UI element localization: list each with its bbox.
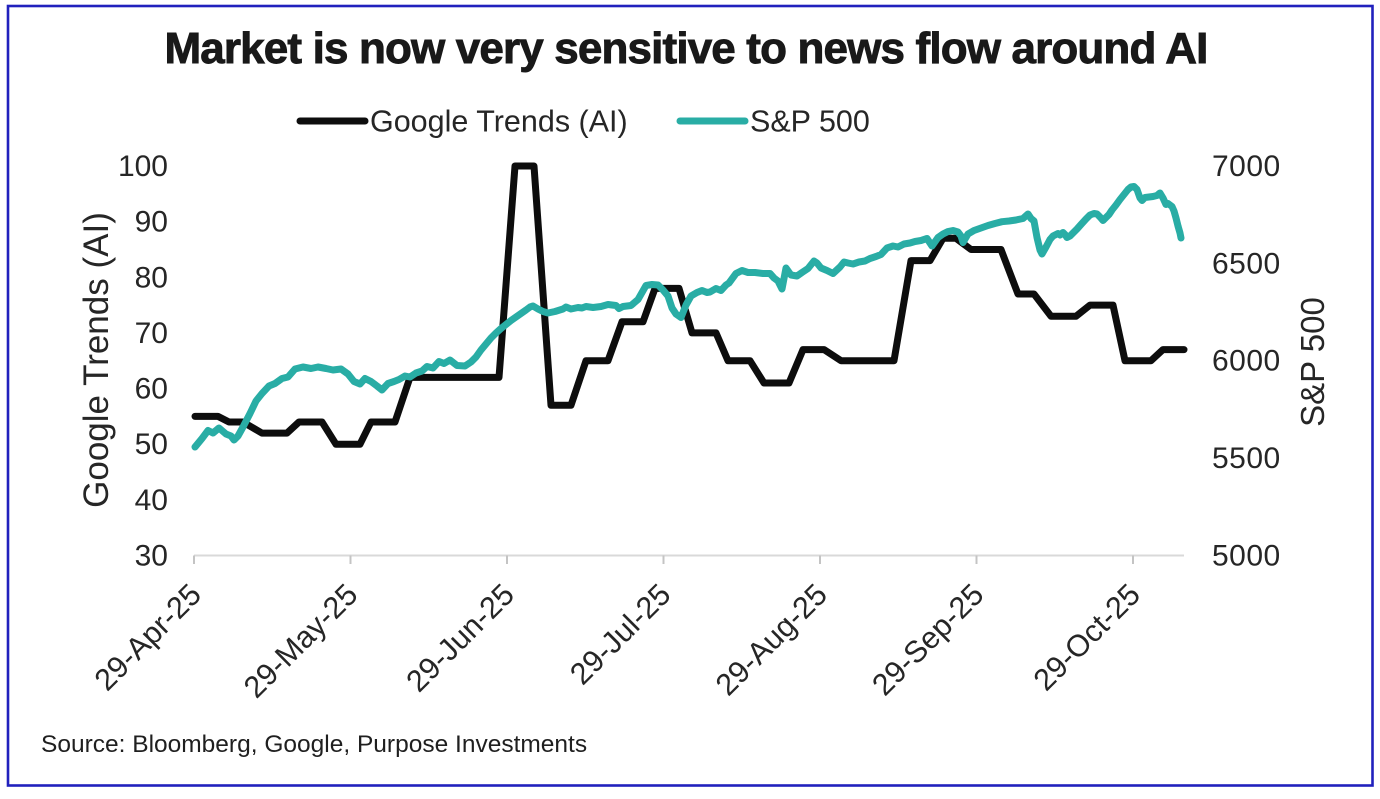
svg-text:70: 70 [135,317,168,350]
svg-text:Source: Bloomberg, Google, Pur: Source: Bloomberg, Google, Purpose Inves… [41,731,587,758]
svg-text:50: 50 [135,428,168,461]
svg-text:30: 30 [135,540,168,573]
svg-text:6500: 6500 [1212,247,1281,280]
svg-text:Google Trends (AI): Google Trends (AI) [77,212,116,508]
svg-text:90: 90 [135,206,168,239]
svg-text:6000: 6000 [1212,345,1281,378]
svg-text:5500: 5500 [1212,442,1281,475]
svg-text:7000: 7000 [1212,150,1281,183]
svg-text:80: 80 [135,261,168,294]
svg-text:100: 100 [118,150,168,183]
svg-text:S&P 500: S&P 500 [750,105,870,139]
svg-text:40: 40 [135,484,168,517]
svg-text:S&P 500: S&P 500 [1294,297,1331,427]
svg-text:60: 60 [135,373,168,406]
svg-text:5000: 5000 [1212,540,1281,573]
svg-text:Google Trends (AI): Google Trends (AI) [370,105,628,139]
svg-text:Market is now very sensitive t: Market is now very sensitive to news flo… [164,24,1207,73]
